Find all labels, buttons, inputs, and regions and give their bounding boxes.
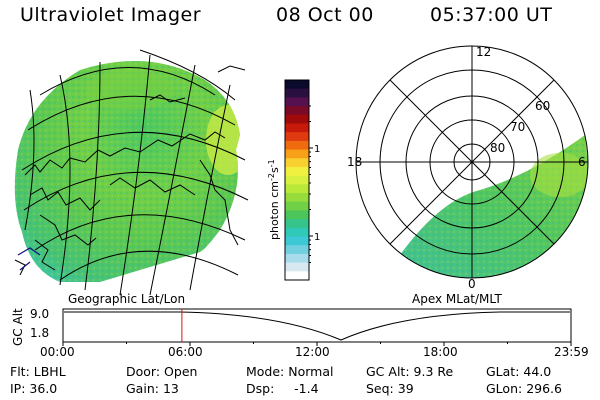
info-door: Door: Open: [126, 364, 198, 379]
mlat-label-60: 60: [535, 99, 550, 113]
colorbar-segment: [285, 201, 309, 211]
x-tick-0600: 06:00: [168, 345, 203, 359]
colorbar-segment: [285, 175, 309, 185]
time-label: 05:37:00 UT: [430, 4, 553, 26]
colorbar-segment: [285, 271, 309, 281]
gc-altitude-timeline: GC Alt 9.0 1.8 00:00 06:00 12:00 18:00 2…: [11, 307, 589, 359]
timeline-y-axis-label: GC Alt: [11, 308, 25, 346]
apex-panel-label: Apex MLat/MLT: [412, 292, 502, 306]
colorbar: 100 10 photon cm-2s-1: [267, 79, 320, 281]
mlt-label-0: 0: [468, 277, 476, 291]
geographic-panel-label: Geographic Lat/Lon: [68, 292, 186, 306]
mlt-label-6: 6: [578, 155, 586, 169]
colorbar-segment: [285, 193, 309, 203]
colorbar-segment: [285, 245, 309, 255]
mlt-label-12: 12: [476, 45, 491, 59]
x-tick-1800: 18:00: [423, 345, 458, 359]
info-dsp: Dsp: -1.4: [246, 381, 319, 396]
mlat-label-70: 70: [510, 120, 525, 134]
x-tick-2359: 23:59: [554, 345, 589, 359]
x-tick-1200: 12:00: [295, 345, 330, 359]
apex-polar-panel: 12 18 6 0 60 70 80: [347, 45, 589, 291]
colorbar-segment: [285, 219, 309, 229]
colorbar-segment: [285, 88, 309, 98]
colorbar-segment: [285, 140, 309, 151]
colorbar-tick-label: 100: [314, 144, 320, 155]
colorbar-segment: [285, 97, 309, 107]
colorbar-segment: [285, 114, 309, 124]
colorbar-segment: [285, 253, 309, 264]
colorbar-segment: [285, 123, 309, 133]
info-gc-alt: GC Alt: 9.3 Re: [366, 364, 454, 379]
colorbar-segment: [285, 184, 309, 194]
y-tick-high: 9.0: [30, 307, 49, 321]
info-glat: GLat: 44.0: [486, 364, 552, 379]
colorbar-gradient: [285, 80, 309, 281]
colorbar-tick-label: 10: [314, 232, 320, 243]
mlat-label-80: 80: [490, 141, 505, 155]
colorbar-segment: [285, 80, 309, 90]
info-mode: Mode: Normal: [246, 364, 334, 379]
mlt-label-18: 18: [347, 155, 362, 169]
info-gain: Gain: 13: [126, 381, 179, 396]
x-tick-0000: 00:00: [40, 345, 75, 359]
geographic-image-panel: [14, 49, 249, 296]
date-label: 08 Oct 00: [276, 4, 374, 26]
info-ip: IP: 36.0: [10, 381, 58, 396]
colorbar-segment: [285, 166, 309, 177]
colorbar-segment: [285, 236, 309, 246]
colorbar-segment: [285, 262, 309, 272]
info-glon: GLon: 296.6: [486, 381, 562, 396]
colorbar-unit-label: photon cm-2s-1: [267, 159, 281, 240]
instrument-title: Ultraviolet Imager: [20, 4, 202, 26]
colorbar-segment: [285, 158, 309, 168]
info-filter: Flt: LBHL: [10, 364, 66, 379]
y-tick-low: 1.8: [30, 326, 49, 340]
colorbar-segment: [285, 227, 309, 238]
info-seq: Seq: 39: [366, 381, 414, 396]
colorbar-segment: [285, 106, 309, 116]
colorbar-segment: [285, 210, 309, 220]
colorbar-segment: [285, 132, 309, 142]
colorbar-segment: [285, 149, 309, 159]
